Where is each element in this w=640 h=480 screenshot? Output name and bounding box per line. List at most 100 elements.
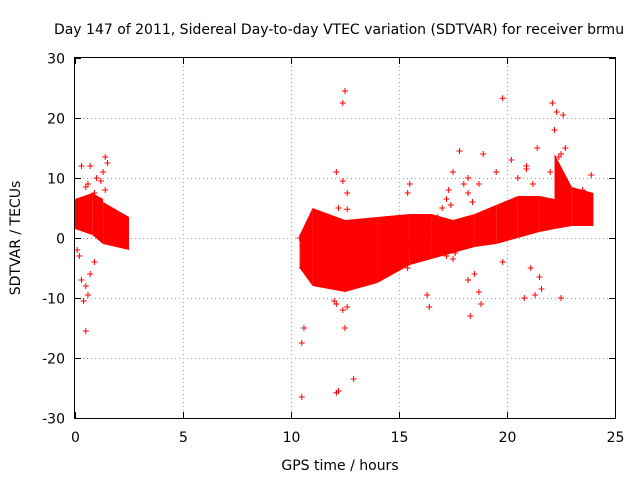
data-point (97, 178, 104, 184)
x-tick-label: 10 (283, 430, 301, 446)
data-point (560, 112, 567, 118)
data-point (102, 187, 109, 193)
data-point (406, 181, 413, 187)
data-point (102, 154, 109, 160)
data-point (91, 190, 98, 196)
data-point (527, 265, 534, 271)
data-point (76, 253, 83, 259)
y-tick-label: -30 (42, 412, 65, 428)
x-tick-label: 0 (71, 430, 80, 446)
data-point (547, 169, 554, 175)
data-point (333, 301, 340, 307)
data-point (339, 178, 346, 184)
data-band (409, 214, 432, 265)
data-point (87, 163, 94, 169)
data-point (475, 289, 482, 295)
data-point (450, 256, 456, 262)
data-point (558, 151, 564, 157)
x-tick-label: 20 (499, 430, 517, 446)
data-point (300, 325, 307, 331)
data-band (453, 214, 475, 253)
data-point (523, 163, 530, 169)
data-point (521, 295, 528, 301)
data-band (517, 196, 540, 238)
data-point (467, 313, 474, 319)
data-point (465, 277, 472, 283)
data-point (558, 295, 564, 301)
data-point (469, 199, 476, 205)
data-point (84, 292, 91, 298)
data-band (377, 214, 410, 283)
data-point (529, 181, 536, 187)
data-point (452, 250, 459, 256)
data-point (499, 259, 506, 265)
data-point (82, 283, 89, 289)
chart-title: Day 147 of 2011, Sidereal Day-to-day VTE… (54, 22, 624, 38)
data-point (344, 206, 351, 213)
data-point (406, 241, 413, 247)
data-band (571, 187, 594, 226)
x-tick-label: 15 (391, 430, 409, 446)
data-point (439, 205, 446, 211)
data-point (447, 202, 454, 208)
data-point (339, 307, 346, 313)
data-point (78, 277, 85, 283)
data-band (92, 193, 104, 244)
data-band (554, 154, 572, 229)
data-point (298, 340, 305, 346)
data-point (460, 181, 467, 187)
y-tick-label: -20 (42, 352, 65, 368)
data-point (499, 95, 506, 102)
data-band (103, 202, 129, 250)
y-tick-label: 0 (56, 232, 65, 248)
data-point (475, 181, 482, 187)
data-point (298, 394, 305, 400)
data-point (562, 145, 569, 151)
data-point (298, 265, 305, 271)
data-point (493, 169, 500, 175)
data-point (536, 274, 543, 280)
data-band (539, 196, 555, 232)
y-axis-label: SDTVAR / TECUs (8, 181, 24, 296)
data-point (553, 109, 560, 115)
y-tick-label: 30 (47, 52, 65, 68)
data-point (333, 389, 340, 396)
data-point (445, 187, 452, 193)
data-band (431, 214, 453, 259)
data-point (434, 214, 441, 220)
y-tick-label: -10 (42, 292, 65, 308)
x-axis-label: GPS time / hours (281, 458, 398, 474)
data-point (579, 187, 586, 193)
data-point (91, 259, 98, 265)
data-point (426, 304, 433, 310)
x-tick-labels: 0 5 10 15 20 25 (71, 430, 624, 446)
data-band (496, 196, 518, 244)
data-point (450, 169, 456, 175)
data-point (82, 328, 89, 334)
data-point (443, 253, 450, 259)
data-point (549, 100, 556, 106)
data-point (532, 292, 539, 298)
data-band (299, 208, 313, 286)
data-point (342, 88, 348, 94)
data-point (78, 163, 85, 169)
data-point (104, 160, 111, 166)
data-point (93, 175, 100, 181)
data-band (345, 217, 378, 292)
x-tick-label: 5 (179, 430, 188, 446)
axis-ticks (75, 58, 616, 419)
data-point (534, 145, 541, 151)
data-points (74, 88, 595, 400)
data-point (82, 184, 89, 190)
data-bands (75, 154, 594, 292)
data-point (588, 172, 595, 178)
data-point (296, 235, 303, 241)
data-band (75, 193, 93, 235)
y-tick-label: 20 (47, 112, 65, 128)
data-point (424, 292, 431, 298)
data-point (508, 211, 515, 217)
data-band (312, 208, 345, 292)
data-point (508, 157, 515, 163)
x-tick-label: 25 (607, 430, 625, 446)
